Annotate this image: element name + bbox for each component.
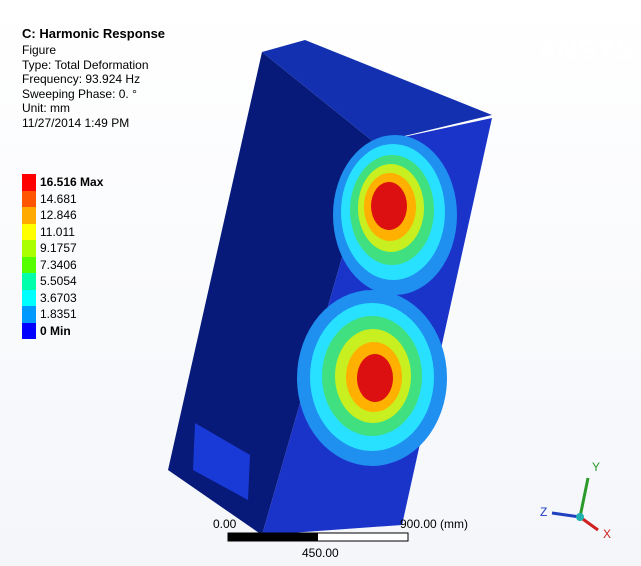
legend-swatch — [22, 224, 36, 241]
contour-upper — [333, 135, 457, 295]
scale-bar — [228, 533, 408, 541]
info-line: Sweeping Phase: 0. ° — [22, 87, 149, 102]
legend-label: 12.846 — [40, 208, 77, 222]
title: C: Harmonic Response — [22, 26, 165, 41]
legend-swatch — [22, 207, 36, 224]
legend-swatch — [22, 323, 36, 340]
legend-swatch — [22, 240, 36, 257]
legend-label: 0 Min — [40, 324, 71, 338]
info-line: 11/27/2014 1:49 PM — [22, 116, 149, 131]
legend-label: 5.5054 — [40, 274, 77, 288]
info-line: Figure — [22, 43, 149, 58]
legend-label: 9.1757 — [40, 241, 77, 255]
axis-y: Y — [592, 460, 600, 474]
version: R15.0 — [576, 66, 613, 82]
axis-z: Z — [540, 505, 547, 519]
scale-end: 900.00 (mm) — [400, 517, 468, 531]
legend-swatch — [22, 174, 36, 191]
legend-label: 14.681 — [40, 192, 77, 206]
info-line: Frequency: 93.924 Hz — [22, 72, 149, 87]
legend-swatch — [22, 257, 36, 274]
scale-middle: 450.00 — [302, 546, 339, 560]
info-line: Type: Total Deformation — [22, 58, 149, 73]
legend-label: 11.011 — [40, 225, 75, 239]
logo: ANSYS — [537, 34, 633, 66]
legend-swatch — [22, 290, 36, 307]
triad — [552, 478, 598, 530]
legend-label: 7.3406 — [40, 258, 77, 272]
legend-label: 3.6703 — [40, 291, 77, 305]
scale-start: 0.00 — [213, 517, 236, 531]
contour-lower — [297, 290, 447, 466]
legend-label: 16.516 Max — [40, 175, 103, 189]
legend-swatch — [22, 273, 36, 290]
axis-x: X — [603, 527, 611, 541]
legend-swatch — [22, 191, 36, 208]
legend-swatch — [22, 306, 36, 323]
info-line: Unit: mm — [22, 101, 149, 116]
viewport: C: Harmonic Response FigureType: Total D… — [0, 0, 641, 566]
legend-label: 1.8351 — [40, 307, 77, 321]
